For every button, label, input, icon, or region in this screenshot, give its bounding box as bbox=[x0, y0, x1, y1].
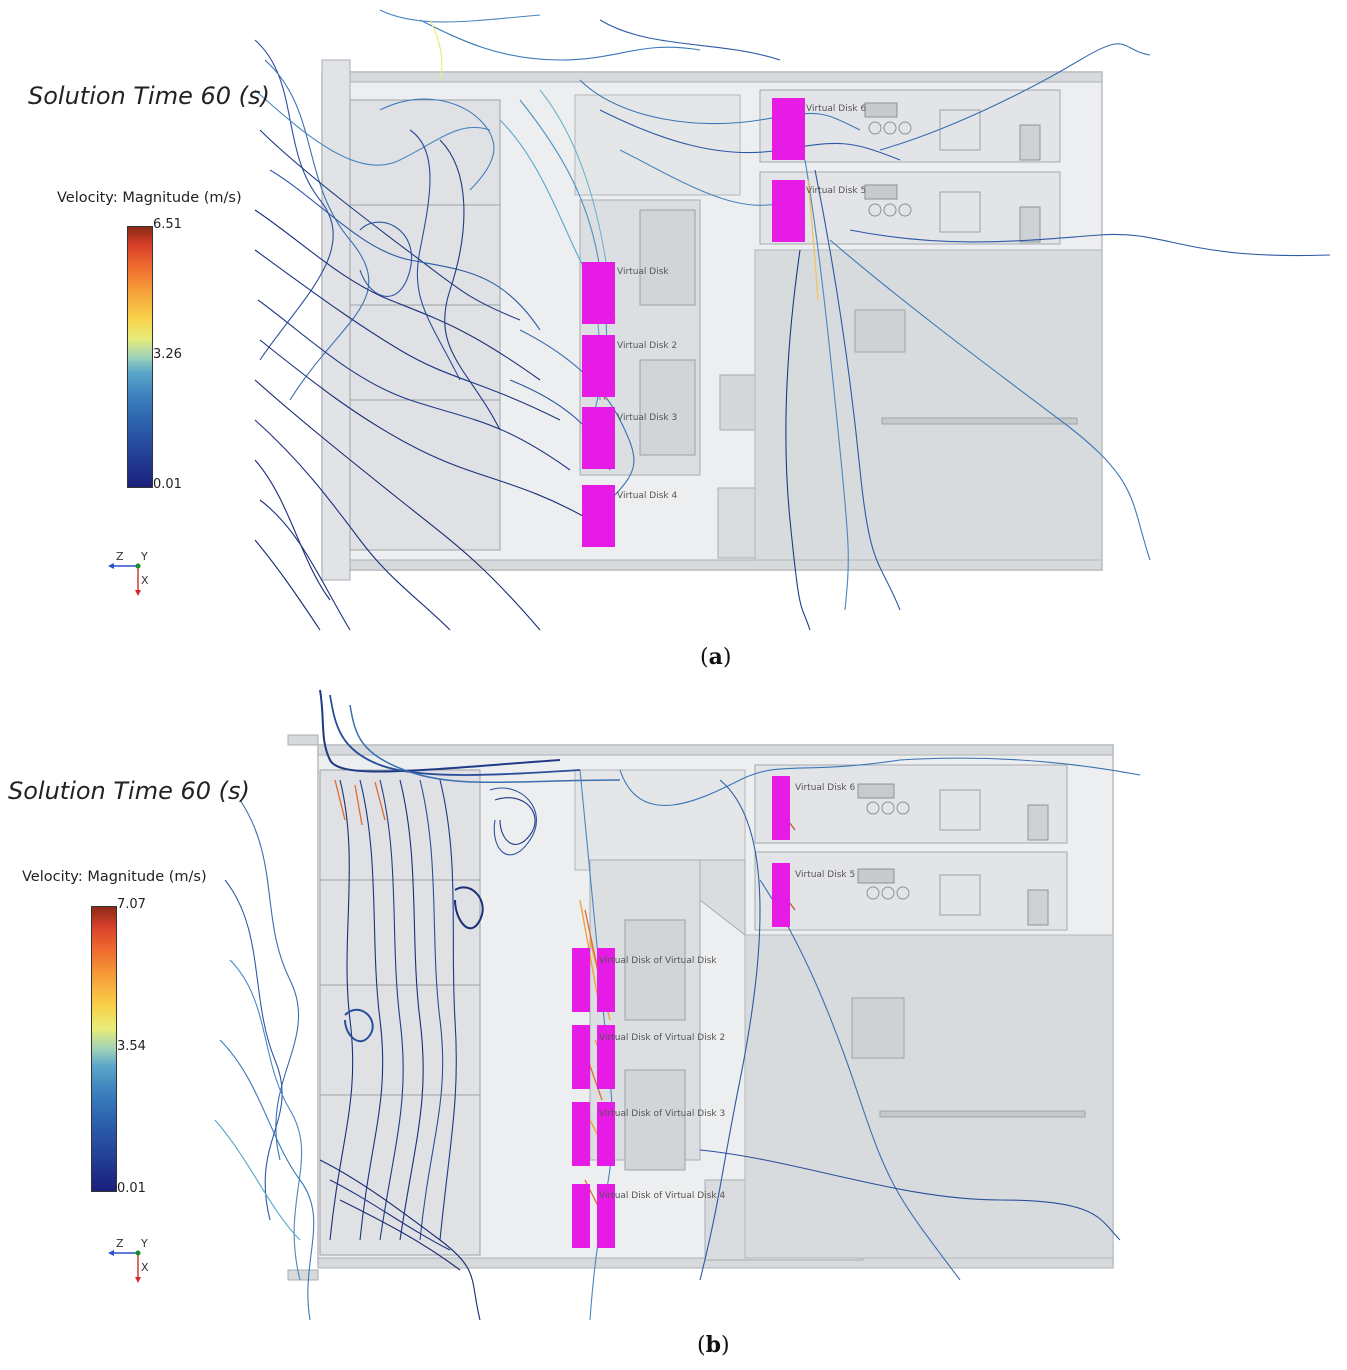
axis-x-label-a: X bbox=[141, 574, 149, 587]
axis-z-label-a: Z bbox=[116, 550, 124, 563]
virtual-disk-4b-b bbox=[597, 1184, 615, 1248]
disk-label-5-b: Virtual Disk 5 bbox=[795, 870, 855, 880]
colorbar-title-a: Velocity: Magnitude (m/s) bbox=[57, 190, 242, 206]
colorbar-a bbox=[127, 226, 153, 488]
disk-label-2-a: Virtual Disk 2 bbox=[617, 341, 677, 351]
virtual-disk-3a-b bbox=[572, 1102, 590, 1166]
disk-label-4-b: Virtual Disk of Virtual Disk 4 bbox=[599, 1191, 725, 1201]
panel-a: Virtual Disk Virtual Disk 2 Virtual Disk… bbox=[0, 0, 1347, 680]
virtual-disk-4-a bbox=[582, 485, 615, 547]
virtual-disk-5-b bbox=[772, 863, 790, 927]
axis-z-label-b: Z bbox=[116, 1237, 124, 1250]
solution-time-a: Solution Time 60 (s) bbox=[28, 82, 270, 110]
disk-label-6-b: Virtual Disk 6 bbox=[795, 783, 855, 793]
virtual-disks-b: Virtual Disk of Virtual Disk Virtual Dis… bbox=[572, 776, 855, 1248]
disk-label-2-b: Virtual Disk of Virtual Disk 2 bbox=[599, 1033, 725, 1043]
colorbar-mid-b: 3.54 bbox=[117, 1039, 146, 1054]
caption-a: (a) bbox=[700, 644, 732, 670]
colorbar-mid-a: 3.26 bbox=[153, 347, 182, 362]
colorbar-max-b: 7.07 bbox=[117, 897, 146, 912]
panel-b: Virtual Disk of Virtual Disk Virtual Dis… bbox=[0, 680, 1347, 1370]
disk-label-3-a: Virtual Disk 3 bbox=[617, 413, 677, 423]
disk-label-3-b: Virtual Disk of Virtual Disk 3 bbox=[599, 1109, 725, 1119]
colorbar-title-b: Velocity: Magnitude (m/s) bbox=[22, 869, 207, 885]
disk-label-5-a: Virtual Disk 5 bbox=[806, 186, 866, 196]
disk-label-6-a: Virtual Disk 6 bbox=[806, 104, 866, 114]
colorbar-max-a: 6.51 bbox=[153, 217, 182, 232]
virtual-disk-2a-b bbox=[572, 1025, 590, 1089]
virtual-disk-6-b bbox=[772, 776, 790, 840]
virtual-disk-6-a bbox=[772, 98, 805, 160]
virtual-disk-3-a bbox=[582, 407, 615, 469]
virtual-disk-4a-b bbox=[572, 1184, 590, 1248]
virtual-disk-1b-b bbox=[597, 948, 615, 1012]
virtual-disk-3b-b bbox=[597, 1102, 615, 1166]
virtual-disk-1a-b bbox=[572, 948, 590, 1012]
virtual-disk-1-a bbox=[582, 262, 615, 324]
cfd-scene-a: Virtual Disk Virtual Disk 2 Virtual Disk… bbox=[108, 9, 1331, 631]
caption-b: (b) bbox=[697, 1332, 730, 1358]
virtual-disk-2-a bbox=[582, 335, 615, 397]
disk-label-4-a: Virtual Disk 4 bbox=[617, 491, 677, 501]
virtual-disks-a: Virtual Disk Virtual Disk 2 Virtual Disk… bbox=[582, 98, 866, 547]
axis-x-label-b: X bbox=[141, 1261, 149, 1274]
virtual-disk-5-a bbox=[772, 180, 805, 242]
colorbar-min-b: 0.01 bbox=[117, 1181, 146, 1196]
colorbar-b bbox=[91, 906, 117, 1192]
colorbar-min-a: 0.01 bbox=[153, 477, 182, 492]
axis-triad-a bbox=[108, 563, 141, 596]
axis-y-label-b: Y bbox=[141, 1237, 148, 1250]
cfd-scene-b: Virtual Disk of Virtual Disk Virtual Dis… bbox=[108, 689, 1141, 1321]
virtual-disk-2b-b bbox=[597, 1025, 615, 1089]
disk-label-1-a: Virtual Disk bbox=[617, 267, 669, 277]
axis-y-label-a: Y bbox=[141, 550, 148, 563]
solution-time-b: Solution Time 60 (s) bbox=[8, 777, 250, 805]
axis-triad-b bbox=[108, 1250, 141, 1283]
disk-label-1-b: Virtual Disk of Virtual Disk bbox=[599, 956, 717, 966]
